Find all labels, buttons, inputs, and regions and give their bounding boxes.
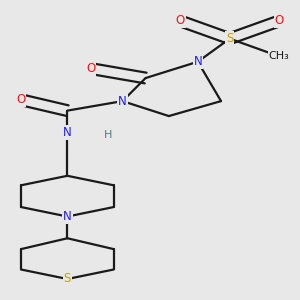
- Text: O: O: [176, 14, 185, 28]
- Text: O: O: [86, 62, 95, 75]
- Text: N: N: [194, 55, 202, 68]
- Text: O: O: [274, 14, 284, 28]
- Text: S: S: [226, 32, 233, 45]
- Text: N: N: [118, 94, 127, 108]
- Text: O: O: [16, 93, 26, 106]
- Text: H: H: [104, 130, 112, 140]
- Text: CH₃: CH₃: [268, 51, 290, 61]
- Text: S: S: [64, 272, 71, 286]
- Text: N: N: [63, 210, 72, 223]
- Text: N: N: [63, 126, 72, 139]
